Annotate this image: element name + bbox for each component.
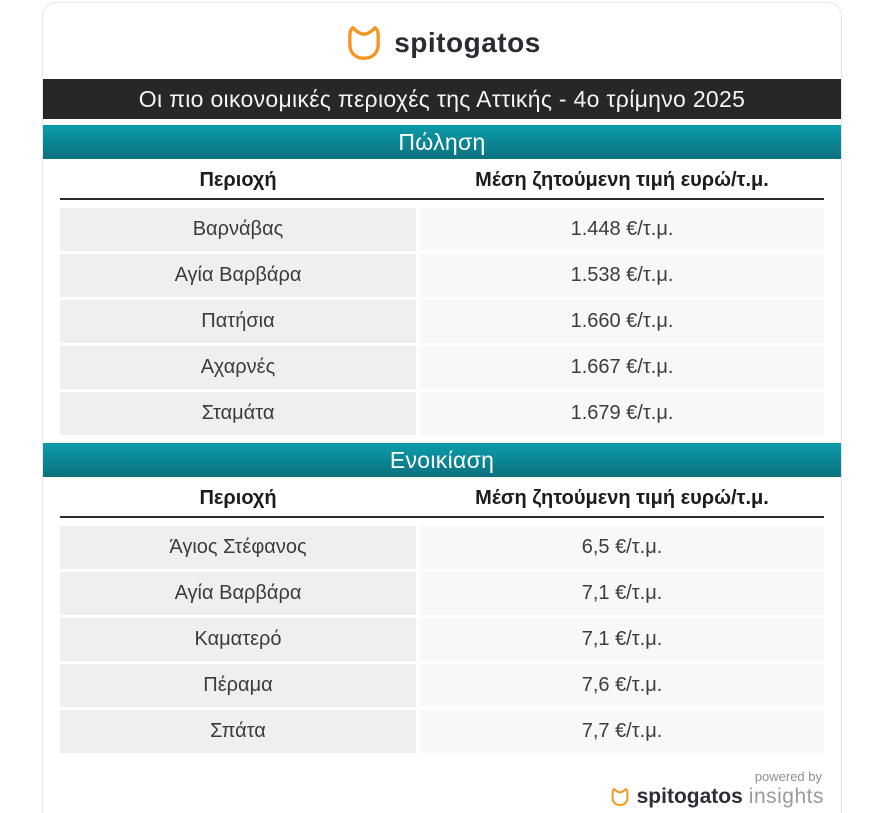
- table-row: Αγία Βαρβάρα 1.538 €/τ.μ.: [60, 254, 824, 297]
- brand-wordmark: spitogatos: [394, 27, 541, 58]
- column-header-price: Μέση ζητούμενη τιμή ευρώ/τ.μ.: [475, 169, 769, 191]
- price-cell: 7,6 €/τ.μ.: [420, 664, 824, 707]
- footer-insights-label: insights: [748, 785, 824, 808]
- area-cell: Σταμάτα: [60, 392, 416, 435]
- area-cell: Πέραμα: [60, 664, 416, 707]
- price-cell: 1.538 €/τ.μ.: [420, 254, 824, 297]
- area-cell: Αχαρνές: [60, 346, 416, 389]
- section-banner-sale: Πώληση: [43, 125, 841, 159]
- price-cell: 1.667 €/τ.μ.: [420, 346, 824, 389]
- column-header-area: Περιοχή: [199, 169, 277, 191]
- area-cell: Σπάτα: [60, 710, 416, 753]
- price-cell: 1.660 €/τ.μ.: [420, 300, 824, 343]
- rent-table-header: Περιοχή Μέση ζητούμενη τιμή ευρώ/τ.μ.: [60, 477, 824, 518]
- table-row: Καματερό 7,1 €/τ.μ.: [60, 618, 824, 661]
- price-cell: 1.679 €/τ.μ.: [420, 392, 824, 435]
- table-row: Βαρνάβας 1.448 €/τ.μ.: [60, 208, 824, 251]
- area-cell: Άγιος Στέφανος: [60, 526, 416, 569]
- table-row: Άγιος Στέφανος 6,5 €/τ.μ.: [60, 526, 824, 569]
- table-row: Πατήσια 1.660 €/τ.μ.: [60, 300, 824, 343]
- table-row: Σπάτα 7,7 €/τ.μ.: [60, 710, 824, 753]
- footer-brand: spitogatos insights: [609, 785, 824, 809]
- price-cell: 7,1 €/τ.μ.: [420, 572, 824, 615]
- price-cell: 7,1 €/τ.μ.: [420, 618, 824, 661]
- table-row: Σταμάτα 1.679 €/τ.μ.: [60, 392, 824, 435]
- area-cell: Καματερό: [60, 618, 416, 661]
- column-header-price: Μέση ζητούμενη τιμή ευρώ/τ.μ.: [475, 487, 769, 509]
- area-cell: Βαρνάβας: [60, 208, 416, 251]
- price-cell: 1.448 €/τ.μ.: [420, 208, 824, 251]
- section-banner-rent: Ενοικίαση: [43, 443, 841, 477]
- sale-table: Περιοχή Μέση ζητούμενη τιμή ευρώ/τ.μ. Βα…: [60, 159, 824, 435]
- sale-table-rows: Βαρνάβας 1.448 €/τ.μ. Αγία Βαρβάρα 1.538…: [60, 208, 824, 435]
- infographic-card: spitogatos Οι πιο οικονομικές περιοχές τ…: [42, 2, 842, 813]
- price-cell: 6,5 €/τ.μ.: [420, 526, 824, 569]
- price-cell: 7,7 €/τ.μ.: [420, 710, 824, 753]
- header-logo: spitogatos: [43, 23, 841, 63]
- column-header-area: Περιοχή: [199, 487, 277, 509]
- table-row: Αγία Βαρβάρα 7,1 €/τ.μ.: [60, 572, 824, 615]
- footer: powered by spitogatos insights: [609, 769, 824, 809]
- area-cell: Αγία Βαρβάρα: [60, 572, 416, 615]
- area-cell: Πατήσια: [60, 300, 416, 343]
- page-title: Οι πιο οικονομικές περιοχές της Αττικής …: [43, 79, 841, 119]
- rent-table: Περιοχή Μέση ζητούμενη τιμή ευρώ/τ.μ. Άγ…: [60, 477, 824, 753]
- table-row: Πέραμα 7,6 €/τ.μ.: [60, 664, 824, 707]
- rent-table-rows: Άγιος Στέφανος 6,5 €/τ.μ. Αγία Βαρβάρα 7…: [60, 526, 824, 753]
- footer-brand-wordmark: spitogatos: [636, 785, 743, 808]
- area-cell: Αγία Βαρβάρα: [60, 254, 416, 297]
- table-row: Αχαρνές 1.667 €/τ.μ.: [60, 346, 824, 389]
- spitogatos-cat-icon: [611, 788, 629, 806]
- spitogatos-cat-icon: [348, 26, 381, 60]
- sale-table-header: Περιοχή Μέση ζητούμενη τιμή ευρώ/τ.μ.: [60, 159, 824, 200]
- powered-by-label: powered by: [754, 769, 822, 784]
